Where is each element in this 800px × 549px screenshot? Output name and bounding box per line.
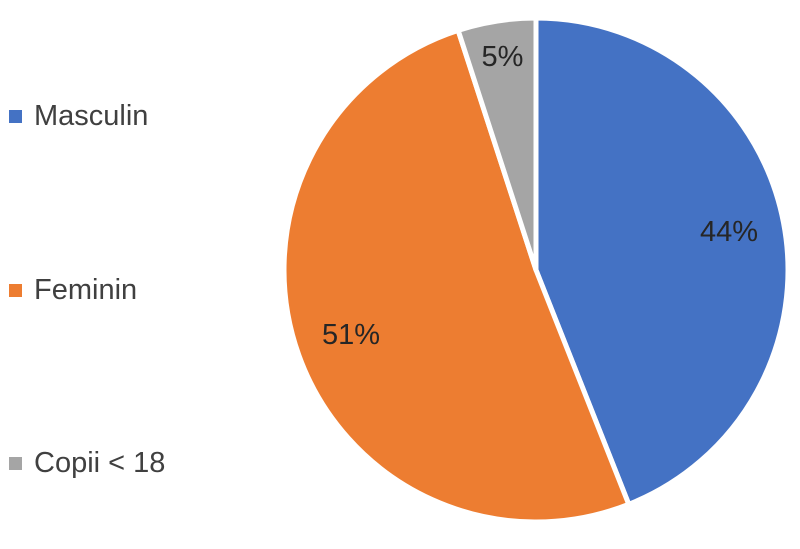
- pie-slice-feminin: [281, 27, 632, 525]
- legend-swatch-feminin: [9, 284, 22, 297]
- legend-item-feminin: Feminin: [9, 276, 137, 305]
- slice-label-masculin: 44%: [700, 216, 758, 248]
- slice-label-copii-18: 5%: [482, 41, 524, 73]
- legend-item-copii: Copii < 18: [9, 449, 165, 478]
- legend: Masculin Feminin Copii < 18: [9, 0, 259, 549]
- legend-label-copii: Copii < 18: [34, 447, 166, 479]
- legend-item-masculin: Masculin: [9, 102, 148, 131]
- legend-swatch-masculin: [9, 110, 22, 123]
- legend-swatch-copii: [9, 457, 22, 470]
- pie-slice-masculin: [533, 15, 791, 507]
- legend-label-masculin: Masculin: [34, 100, 149, 132]
- slice-label-feminin: 51%: [322, 319, 380, 351]
- pie-slice-copii-18: [455, 15, 539, 273]
- legend-label-feminin: Feminin: [34, 274, 138, 306]
